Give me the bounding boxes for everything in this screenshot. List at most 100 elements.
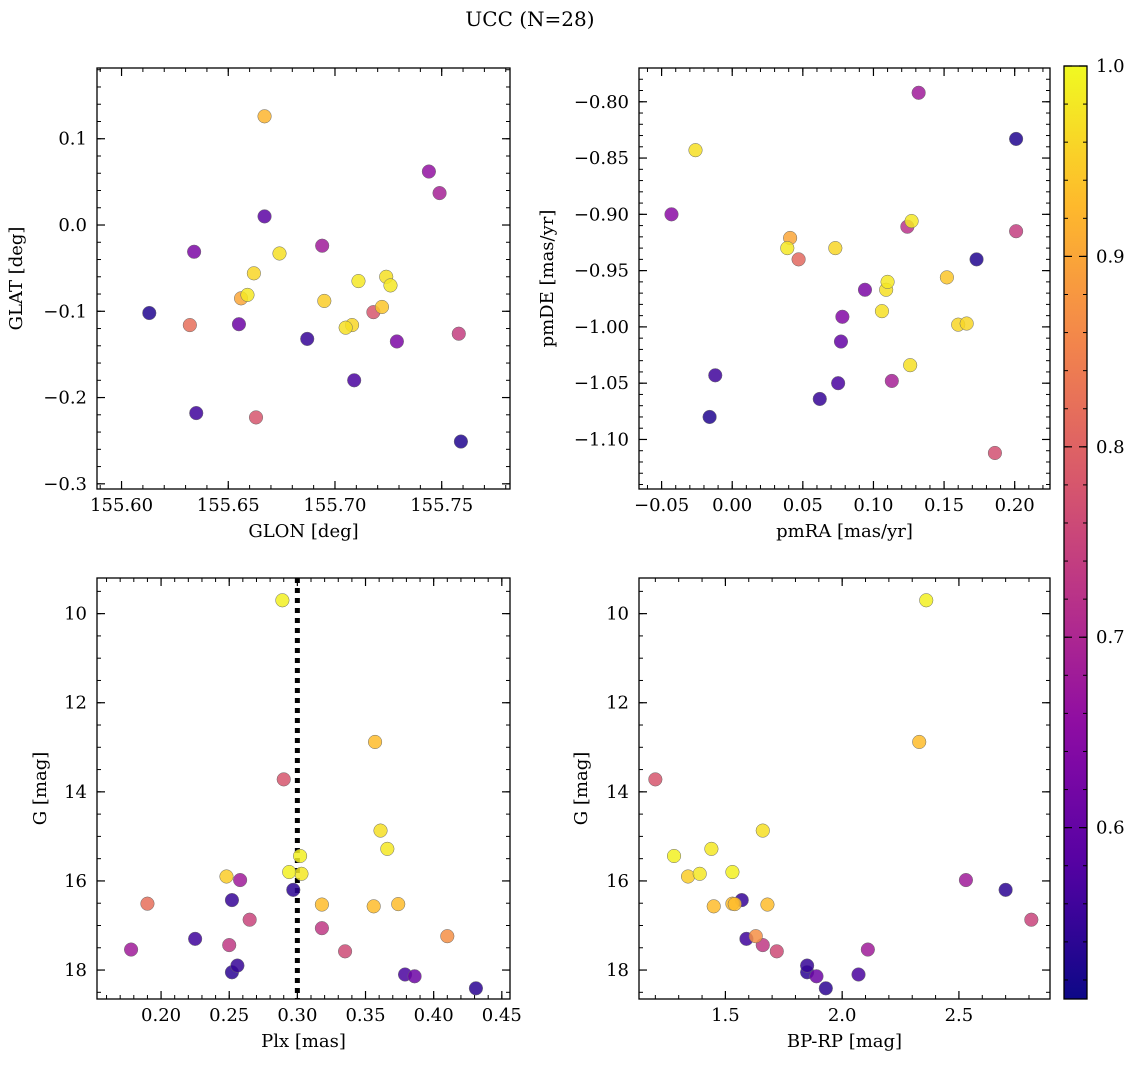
scatter-point [366, 899, 381, 914]
scatter-point [224, 893, 239, 908]
scatter-point [294, 866, 309, 881]
scatter-point [293, 848, 308, 864]
scatter-point [314, 921, 329, 936]
x-tick-label: 155.65 [197, 495, 260, 516]
scatter-point [755, 823, 770, 838]
y-axis-label: pmDE [mas/yr] [537, 210, 558, 348]
colorbar-tick-label: 0.7 [1096, 627, 1125, 648]
x-tick-label: 2.5 [945, 1005, 974, 1026]
x-tick-label: 0.10 [853, 495, 893, 516]
scatter-point [276, 772, 291, 787]
scatter-point [389, 334, 404, 349]
x-tick-label: 155.75 [410, 495, 473, 516]
scatter-point [791, 252, 806, 267]
scatter-point [939, 270, 954, 285]
scatter-point [704, 841, 719, 856]
scatter-point [374, 299, 389, 315]
scatter-point [835, 309, 850, 324]
x-tick-label: 0.25 [209, 1005, 249, 1026]
scatter-point [809, 969, 824, 984]
x-axis-label: pmRA [mas/yr] [776, 521, 913, 542]
scatter-point [748, 929, 763, 944]
scatter-point [851, 967, 866, 982]
scatter-point [188, 931, 203, 946]
scatter-point [725, 864, 740, 880]
scatter-point [958, 873, 973, 888]
scatter-point [969, 252, 984, 267]
scatter-point [453, 434, 468, 449]
y-tick-label: 12 [64, 693, 87, 714]
y-tick-label: 18 [606, 960, 629, 981]
scatter-point [314, 897, 329, 912]
y-tick-label: 18 [64, 960, 87, 981]
scatter-point [664, 207, 679, 222]
y-tick-label: 10 [606, 604, 629, 625]
scatter-point [231, 317, 246, 332]
scatter-point [347, 373, 362, 388]
panel-4: 1.5 2.0 2.5 10 12 14 16 18 BP-RP [mag] G [mag] [571, 577, 1051, 1052]
scatter-point [286, 882, 301, 897]
x-tick-label: 155.60 [90, 495, 153, 516]
scatter-point [874, 304, 889, 319]
axes-frame [638, 67, 1051, 490]
scatter-point [272, 246, 287, 261]
y-axis-label: G [mag] [30, 752, 51, 825]
scatter-point [903, 358, 918, 373]
scatter-point [468, 981, 483, 996]
scatter-point [380, 841, 395, 856]
y-tick-label: −0.2 [43, 388, 87, 409]
y-tick-label: 0.0 [58, 215, 87, 236]
scatter-point [688, 143, 703, 158]
scatter-point [338, 944, 353, 959]
scatter-point [300, 331, 315, 346]
scatter-point [860, 942, 875, 957]
scatter-point [904, 214, 919, 229]
x-tick-label: 0.45 [482, 1005, 522, 1026]
scatter-point [246, 266, 261, 281]
scatter-point [383, 278, 398, 293]
scatter-point [219, 869, 234, 884]
x-tick-label: −0.05 [634, 495, 689, 516]
scatter-point [780, 241, 795, 256]
scatter-point [1009, 224, 1024, 239]
scatter-point [919, 593, 934, 608]
x-tick-label: 0.00 [712, 495, 752, 516]
scatter-point [187, 244, 202, 259]
panel-1: 155.60 155.65 155.70 155.75 0.1 0.0 −0.1 −0.2 −0… [6, 67, 511, 542]
x-tick-label: 2.0 [828, 1005, 857, 1026]
scatter-point [142, 305, 157, 321]
scatter-point [368, 734, 383, 749]
scatter-point [189, 406, 204, 421]
x-tick-label: 0.20 [141, 1005, 181, 1026]
scatter-point [987, 445, 1002, 461]
scatter-point [140, 896, 155, 911]
scatter-point [727, 897, 742, 912]
y-tick-label: 12 [606, 693, 629, 714]
y-tick-label: −1.00 [574, 317, 629, 338]
scatter-point [257, 109, 272, 124]
scatter-point [248, 410, 264, 425]
scatter-point [692, 866, 707, 881]
x-axis-label: GLON [deg] [248, 521, 358, 542]
panel-3: 0.20 0.25 0.30 0.35 0.40 0.45 10 12 14 16 18 Plx [m… [30, 577, 522, 1052]
axes-frame [96, 577, 511, 1000]
scatter-point [391, 897, 406, 912]
y-tick-label: −0.90 [574, 204, 629, 225]
scatter-point [828, 241, 843, 256]
colorbar-gradient [1063, 65, 1088, 1000]
scatter-point [833, 334, 849, 349]
y-tick-label: 14 [606, 782, 629, 803]
x-tick-label: 0.40 [414, 1005, 454, 1026]
scatter-point [831, 376, 846, 391]
panels: 155.60 155.65 155.70 155.75 0.1 0.0 −0.1 −0.2 −0… [6, 67, 1051, 1052]
x-tick-label: 0.05 [783, 495, 823, 516]
y-tick-label: −0.95 [574, 261, 629, 282]
scatter-point [998, 882, 1013, 897]
scatter-point [282, 864, 297, 880]
scatter-point [240, 287, 255, 302]
scatter-point [257, 209, 272, 224]
scatter-point [242, 912, 257, 927]
scatter-point [230, 958, 245, 973]
colorbar-tick-label: 0.8 [1096, 437, 1125, 458]
